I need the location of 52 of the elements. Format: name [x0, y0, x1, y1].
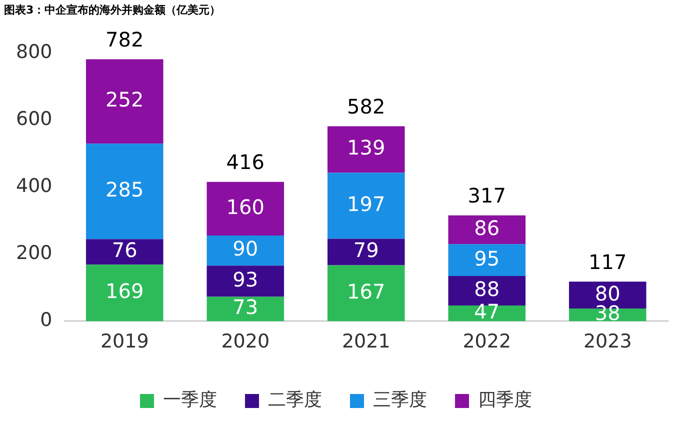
- data-label: 86: [474, 216, 500, 240]
- bar: [206, 296, 284, 322]
- x-tick-label: 2019: [100, 330, 149, 353]
- legend-label: 三季度: [373, 390, 427, 411]
- y-tick-label: 0: [40, 309, 52, 332]
- data-label: 160: [226, 194, 264, 219]
- bar: [448, 244, 526, 276]
- data-label: 88: [474, 276, 500, 301]
- total-label: 117: [588, 250, 627, 274]
- data-label: 79: [353, 238, 379, 262]
- bar: [327, 238, 405, 266]
- legend-label: 四季度: [478, 390, 532, 411]
- total-label: 782: [106, 27, 144, 52]
- x-tick-label: 2021: [342, 330, 390, 353]
- data-label: 93: [232, 267, 258, 292]
- x-tick-label: 2020: [221, 330, 270, 353]
- data-label: 47: [474, 300, 500, 324]
- data-label: 95: [474, 246, 500, 270]
- data-label: 139: [347, 136, 386, 160]
- bar: [86, 239, 164, 265]
- bar: [86, 59, 164, 144]
- data-label: 169: [106, 279, 144, 304]
- bar: [206, 235, 284, 266]
- bar: [206, 182, 284, 236]
- data-label: 90: [232, 236, 258, 261]
- y-tick-label: 600: [16, 108, 52, 130]
- bar: [448, 215, 526, 244]
- chart-title: 图表3：中企宣布的海外并购金额（亿美元）: [4, 3, 221, 16]
- bar: [86, 144, 164, 240]
- bar: [327, 265, 405, 322]
- legend-label: 一季度: [163, 390, 217, 411]
- bar: [448, 305, 526, 322]
- y-tick-label: 200: [16, 242, 52, 264]
- bar: [327, 126, 405, 173]
- x-tick-label: 2023: [583, 330, 632, 353]
- data-label: 73: [232, 295, 258, 320]
- data-label: 76: [112, 238, 138, 262]
- y-tick-label: 400: [16, 175, 52, 198]
- bar: [206, 266, 284, 297]
- total-label: 416: [226, 150, 264, 174]
- total-label: 582: [347, 94, 386, 118]
- data-label: 285: [106, 178, 144, 202]
- bar: [327, 172, 405, 239]
- data-label: 252: [106, 88, 144, 112]
- data-label: 167: [347, 279, 386, 304]
- data-label: 197: [347, 192, 386, 216]
- bar: [448, 276, 526, 306]
- total-label: 317: [468, 184, 506, 208]
- legend-label: 二季度: [268, 390, 322, 411]
- bar: [86, 264, 164, 322]
- x-tick-label: 2022: [462, 330, 512, 353]
- y-tick-label: 800: [16, 41, 52, 64]
